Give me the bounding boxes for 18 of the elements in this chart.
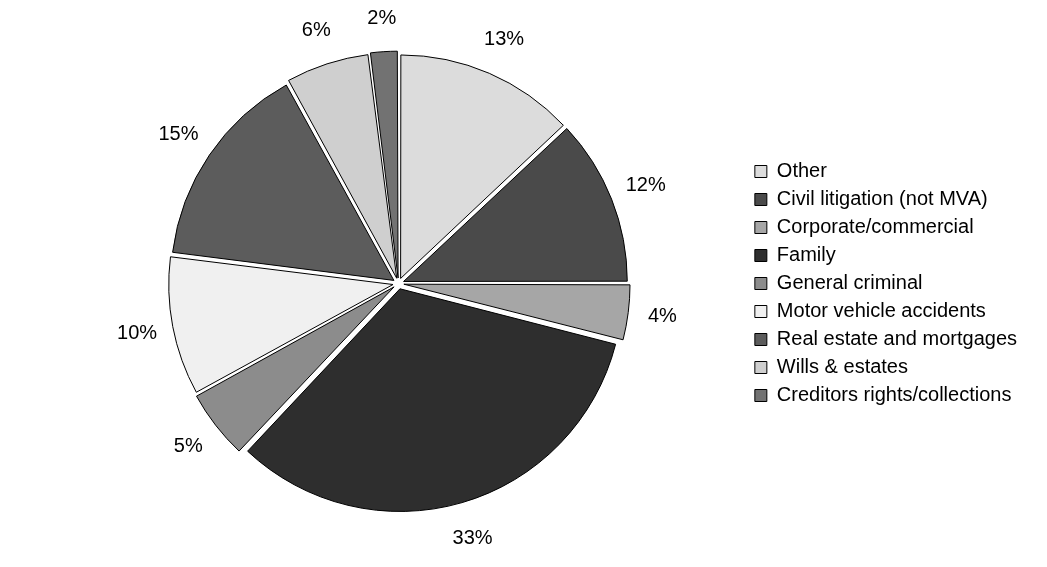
data-label: 33%: [452, 526, 493, 549]
data-label: 4%: [647, 304, 677, 327]
legend-label: General criminal: [776, 271, 923, 294]
data-label: 5%: [173, 434, 203, 457]
legend-label: Motor vehicle accidents: [776, 299, 986, 322]
legend-label: Creditors rights/collections: [776, 383, 1012, 406]
data-label: 2%: [367, 5, 397, 28]
data-label: 10%: [117, 320, 158, 343]
data-label: 6%: [301, 18, 331, 41]
legend-label: Real estate and mortgages: [776, 327, 1018, 350]
data-label: 12%: [625, 173, 666, 196]
legend-label: Family: [776, 243, 836, 266]
legend-label: Wills & estates: [776, 355, 909, 378]
legend-label: Corporate/commercial: [776, 215, 974, 238]
data-label: 13%: [484, 26, 525, 49]
legend-label: Civil litigation (not MVA): [776, 187, 988, 210]
legend-label: Other: [776, 159, 828, 182]
data-label: 15%: [158, 121, 199, 144]
